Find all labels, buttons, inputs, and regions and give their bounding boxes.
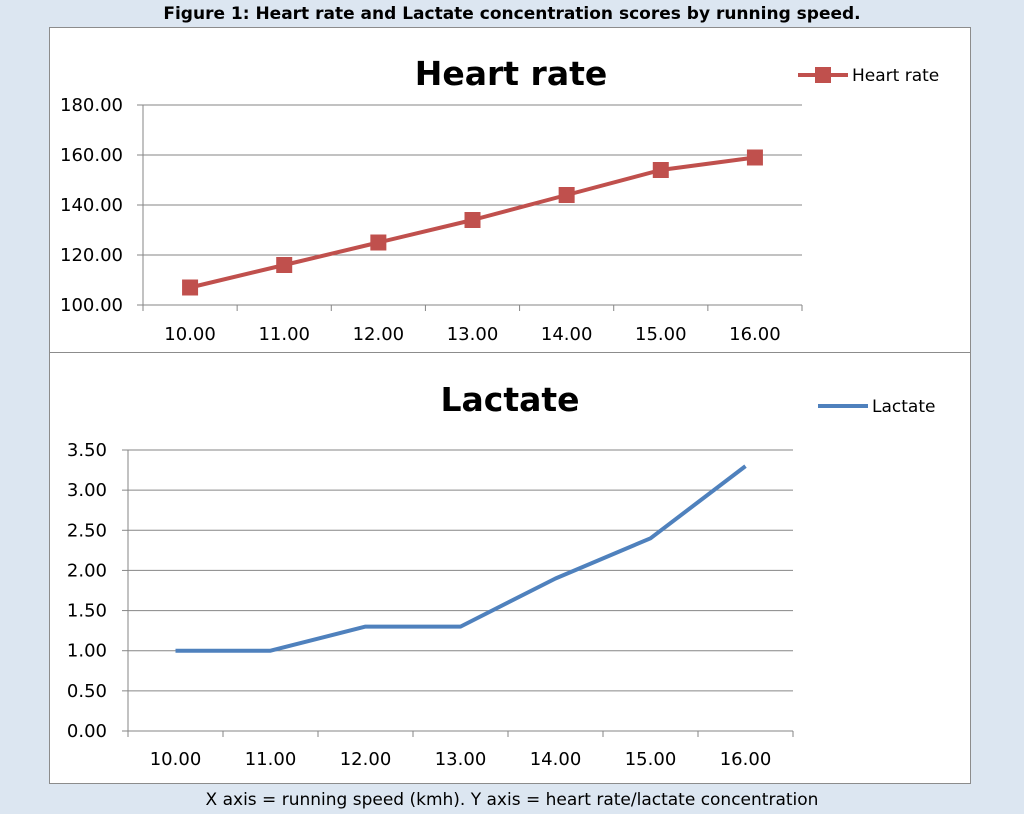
- x-tick-label: 15.00: [635, 324, 687, 345]
- chart-title: Heart rate: [415, 54, 608, 93]
- y-tick-label: 3.00: [67, 480, 107, 501]
- lactate-chart-panel: Lactate 0.00 0.50 1.00 1.50 2.00 2.50 3.00 3.50 1…: [49, 352, 971, 784]
- y-tick-label: 1.50: [67, 601, 107, 622]
- y-tick-label: 0.00: [67, 721, 107, 742]
- data-point-marker: [370, 234, 387, 251]
- x-tick-label: 11.00: [258, 324, 310, 345]
- y-tick-label: 2.50: [67, 520, 107, 541]
- y-tick-label: 3.50: [67, 440, 107, 461]
- heart-rate-chart: Heart rate 100.00 120.00 140.00 160.00 180.00…: [60, 54, 939, 345]
- chart-title: Lactate: [440, 380, 579, 419]
- y-tick-label: 160.00: [60, 145, 123, 166]
- data-point-marker: [182, 279, 199, 296]
- data-point-marker: [652, 162, 669, 178]
- legend-label: Heart rate: [852, 66, 939, 86]
- x-tick-label: 16.00: [720, 749, 772, 770]
- x-tick-label: 14.00: [530, 749, 582, 770]
- x-tick-label: 10.00: [164, 324, 216, 345]
- data-point-marker: [558, 187, 575, 203]
- y-tick-label: 0.50: [67, 681, 107, 702]
- x-tick-label: 13.00: [435, 749, 487, 770]
- x-tick-label: 16.00: [729, 324, 781, 345]
- x-tick-label: 11.00: [245, 749, 297, 770]
- data-point-marker: [746, 149, 763, 166]
- y-tick-label: 100.00: [60, 295, 123, 316]
- data-point-marker: [464, 212, 481, 228]
- data-point-marker: [276, 257, 293, 273]
- series-line: [175, 464, 747, 653]
- x-tick-label: 12.00: [353, 324, 405, 345]
- y-tick-label: 120.00: [60, 245, 123, 266]
- legend-marker-icon: [815, 67, 831, 83]
- x-tick-label: 14.00: [541, 324, 593, 345]
- axis-footnote: X axis = running speed (kmh). Y axis = h…: [205, 790, 819, 810]
- y-tick-label: 180.00: [60, 95, 123, 116]
- y-tick-label: 2.00: [67, 560, 107, 581]
- x-tick-label: 13.00: [447, 324, 499, 345]
- x-tick-label: 10.00: [150, 749, 202, 770]
- legend-label: Lactate: [872, 397, 935, 417]
- x-tick-label: 15.00: [625, 749, 677, 770]
- lactate-chart: Lactate 0.00 0.50 1.00 1.50 2.00 2.50 3.00 3.50 1…: [67, 380, 936, 770]
- x-tick-label: 12.00: [340, 749, 392, 770]
- figure-caption: Figure 1: Heart rate and Lactate concent…: [163, 4, 861, 24]
- heart-rate-chart-panel: Heart rate 100.00 120.00 140.00 160.00 180.00…: [49, 27, 971, 354]
- y-tick-label: 1.00: [67, 641, 107, 662]
- y-tick-label: 140.00: [60, 195, 123, 216]
